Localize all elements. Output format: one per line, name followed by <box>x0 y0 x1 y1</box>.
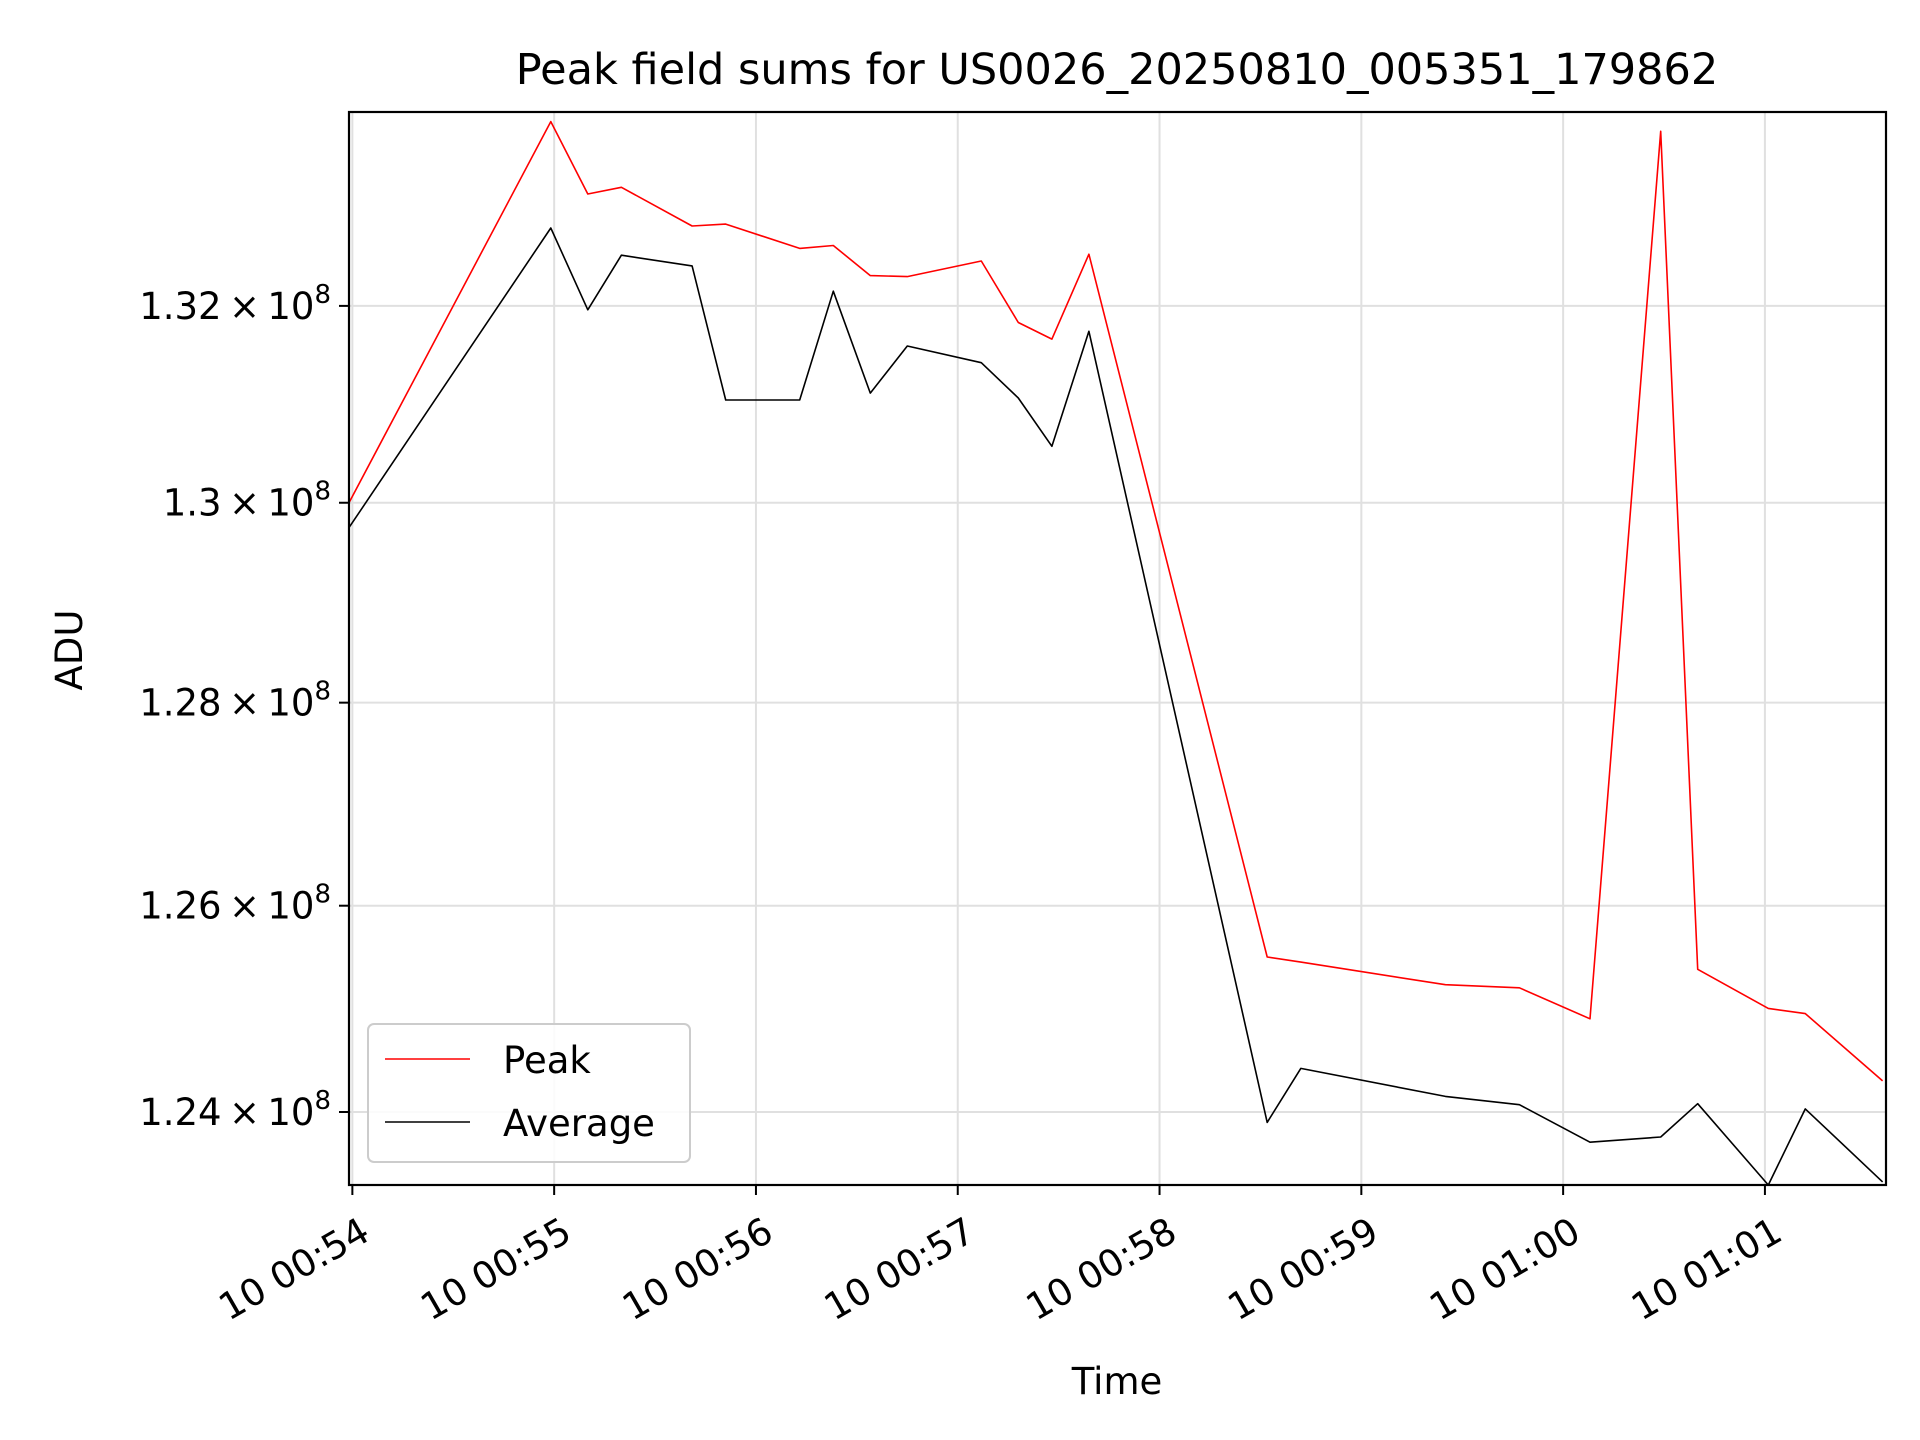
y-tick-label: 1.24 × 108 <box>139 1086 331 1134</box>
chart-title: Peak field sums for US0026_20250810_0053… <box>516 45 1719 95</box>
legend-label-average: Average <box>503 1102 655 1145</box>
plot-frame <box>347 110 1888 1187</box>
y-tick-label: 1.32 × 108 <box>139 280 331 328</box>
y-tick-label: 1.28 × 108 <box>139 677 331 725</box>
y-tick-label: 1.26 × 108 <box>139 880 331 928</box>
series-line-peak <box>348 120 1884 1082</box>
y-axis-label: ADU <box>48 610 91 691</box>
x-axis-label: Time <box>1071 1360 1163 1403</box>
y-tick-label: 1.3 × 108 <box>163 477 331 525</box>
series-line-average <box>348 227 1884 1186</box>
legend: Peak Average <box>367 1023 691 1163</box>
legend-label-peak: Peak <box>503 1039 591 1082</box>
series-lines <box>348 120 1884 1186</box>
